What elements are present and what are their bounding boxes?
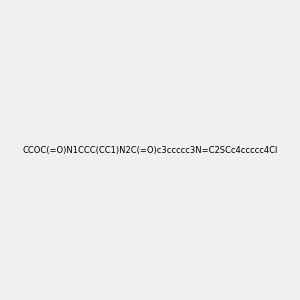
Text: CCOC(=O)N1CCC(CC1)N2C(=O)c3ccccc3N=C2SCc4ccccc4Cl: CCOC(=O)N1CCC(CC1)N2C(=O)c3ccccc3N=C2SCc… — [22, 146, 278, 154]
